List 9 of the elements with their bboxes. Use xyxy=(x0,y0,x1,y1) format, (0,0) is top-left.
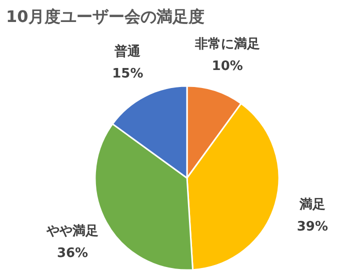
value-label: 39% xyxy=(296,219,328,234)
category-label: やや満足 xyxy=(46,224,99,239)
title: 10月度ユーザー会の満足度 xyxy=(6,7,204,26)
value-label: 36% xyxy=(56,246,88,261)
category-label: 非常に満足 xyxy=(194,36,260,52)
value-label: 10% xyxy=(212,58,243,74)
value-label: 15% xyxy=(112,66,144,82)
category-label: 満足 xyxy=(299,197,326,212)
category-label: 普通 xyxy=(114,44,141,60)
